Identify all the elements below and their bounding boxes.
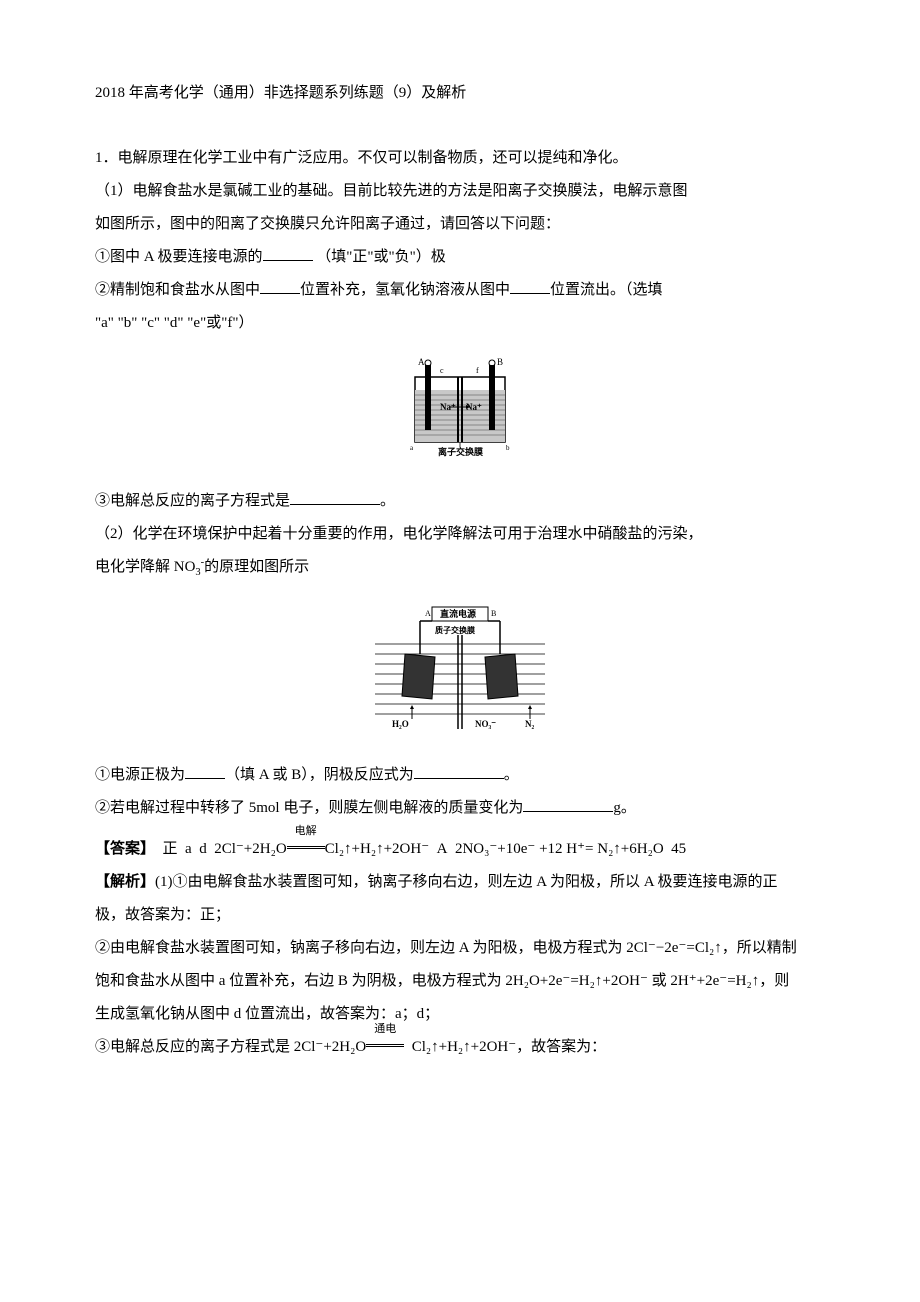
q1-sub3-text: ③电解总反应的离子方程式是 — [95, 493, 290, 509]
svg-text:b: b — [506, 444, 510, 452]
blank-field — [263, 246, 313, 261]
q1-sub2-c: 位置流出。（选填 — [550, 282, 663, 298]
q1-sub2: ②精制饱和食盐水从图中 位置补充，氢氧化钠溶液从图中 位置流出。（选填 — [95, 274, 825, 307]
sub-3: 3 — [195, 567, 200, 578]
svg-text:c: c — [440, 366, 444, 375]
q1-sub2-2b: g。 — [613, 800, 636, 816]
q1-part2-line2a: 电化学降解 NO — [95, 559, 195, 575]
explain-p1b: 极，故答案为：正； — [95, 899, 825, 932]
q1-sub2-1a: ①电源正极为 — [95, 767, 185, 783]
q1-part2-line1: （2）化学在环境保护中起着十分重要的作用，电化学降解法可用于治理水中硝酸盐的污染… — [95, 518, 825, 551]
equation-condition: 电解 — [287, 833, 325, 866]
q1-sub2-2a: ②若电解过程中转移了 5mol 电子，则膜左侧电解液的质量变化为 — [95, 800, 523, 816]
svg-text:H₂O: H₂O — [392, 719, 409, 729]
ans-6: 2NO₃⁻+10e⁻ +12 H⁺= N₂↑+6H₂O — [455, 841, 664, 857]
q1-sub1: ①图中 A 极要连接电源的 （填"正"或"负"）极 — [95, 241, 825, 274]
q1-part1-line1: （1）电解食盐水是氯碱工业的基础。目前比较先进的方法是阳离子交换膜法，电解示意图 — [95, 175, 825, 208]
svg-text:a: a — [410, 444, 414, 452]
q1-sub1-end: （填"正"或"负"）极 — [316, 249, 446, 265]
q1-part2-line2b: 的原理如图所示 — [204, 559, 309, 575]
answer-label: 【答案】 — [95, 841, 155, 857]
degradation-diagram: 直流电源 A B 质子交换膜 H₂O NO₃⁻ N₂ — [360, 599, 560, 739]
condition-line-2 — [366, 1044, 404, 1047]
condition-line — [287, 846, 325, 849]
svg-text:离子交换膜: 离子交换膜 — [438, 446, 484, 457]
svg-text:N₂: N₂ — [525, 719, 534, 729]
condition-text-2: 通电 — [366, 1017, 404, 1041]
condition-text: 电解 — [287, 819, 325, 843]
q1-sub3: ③电解总反应的离子方程式是 。 — [95, 485, 825, 518]
equation-condition-2: 通电 — [366, 1031, 404, 1064]
q1-sub2-a: ②精制饱和食盐水从图中 — [95, 282, 260, 298]
blank-field — [414, 764, 504, 779]
answer-line: 【答案】 正 a d 2Cl⁻+2H₂O电解Cl₂↑+H₂↑+2OH⁻ A 2N… — [95, 833, 825, 866]
figure-1-container: A B c f Na⁺ Na⁺ a b 离子交换膜 — [95, 355, 825, 470]
q1-intro: 1．电解原理在化学工业中有广泛应用。不仅可以制备物质，还可以提纯和净化。 — [95, 142, 825, 175]
q1-sub3-end: 。 — [380, 493, 395, 509]
explain-p3: ③电解总反应的离子方程式是 2Cl⁻+2H₂O通电 Cl₂↑+H₂↑+2OH⁻，… — [95, 1031, 825, 1064]
q1-sub2-1: ①电源正极为 （填 A 或 B），阴极反应式为 。 — [95, 759, 825, 792]
blank-field — [523, 797, 613, 812]
q1-sub2-opts: "a" "b" "c" "d" "e"或"f"） — [95, 307, 825, 340]
blank-field — [510, 279, 550, 294]
ans-2: a — [185, 841, 192, 857]
ans-5: A — [437, 841, 448, 857]
svg-text:B: B — [497, 357, 503, 367]
q1-sub2-1c: 。 — [504, 767, 519, 783]
svg-text:直流电源: 直流电源 — [440, 608, 476, 619]
explain-label: 【解析】 — [95, 874, 155, 890]
explain-p2b: 饱和食盐水从图中 a 位置补充，右边 B 为阴极，电极方程式为 2H₂O+2e⁻… — [95, 965, 825, 998]
q1-sub2-2: ②若电解过程中转移了 5mol 电子，则膜左侧电解液的质量变化为 g。 — [95, 792, 825, 825]
figure-2-container: 直流电源 A B 质子交换膜 H₂O NO₃⁻ N₂ — [95, 599, 825, 744]
answer-section: 【答案】 正 a d 2Cl⁻+2H₂O电解Cl₂↑+H₂↑+2OH⁻ A 2N… — [95, 833, 825, 866]
q1-part2-line2: 电化学降解 NO3-的原理如图所示 — [95, 551, 825, 584]
q1-sub1-text: ①图中 A 极要连接电源的 — [95, 249, 263, 265]
blank-field — [260, 279, 300, 294]
svg-text:A: A — [418, 357, 425, 367]
explain-p2a: ②由电解食盐水装置图可知，钠离子移向右边，则左边 A 为阳极，电极方程式为 2C… — [95, 932, 825, 965]
ans-4-pre: 2Cl⁻+2H₂O — [214, 841, 286, 857]
svg-text:NO₃⁻: NO₃⁻ — [475, 719, 496, 729]
svg-text:质子交换膜: 质子交换膜 — [435, 625, 475, 635]
explain-p1: 【解析】(1)①由电解食盐水装置图可知，钠离子移向右边，则左边 A 为阳极，所以… — [95, 866, 825, 899]
blank-field — [185, 764, 225, 779]
q1-part1-line2: 如图所示，图中的阳离了交换膜只允许阳离子通过，请回答以下问题： — [95, 208, 825, 241]
doc-title: 2018 年高考化学（通用）非选择题系列练题（9）及解析 — [95, 80, 825, 107]
ans-7: 45 — [671, 841, 686, 857]
explain-p3a: ③电解总反应的离子方程式是 2Cl⁻+2H₂O — [95, 1039, 366, 1055]
q1-sub2-1b: （填 A 或 B），阴极反应式为 — [225, 767, 414, 783]
ans-4-post: Cl₂↑+H₂↑+2OH⁻ — [325, 841, 429, 857]
explain-p2c: 生成氢氧化钠从图中 d 位置流出，故答案为：a；d； — [95, 998, 825, 1031]
blank-field — [290, 490, 380, 505]
svg-text:B: B — [491, 609, 496, 618]
electrolysis-diagram: A B c f Na⁺ Na⁺ a b 离子交换膜 — [390, 355, 530, 465]
explain-p3b: Cl₂↑+H₂↑+2OH⁻，故答案为： — [408, 1039, 606, 1055]
svg-text:A: A — [425, 609, 431, 618]
ans-3: d — [199, 841, 207, 857]
svg-text:f: f — [476, 366, 479, 375]
q1-sub2-b: 位置补充，氢氧化钠溶液从图中 — [300, 282, 510, 298]
ans-1: 正 — [163, 841, 178, 857]
explain-p1a: (1)①由电解食盐水装置图可知，钠离子移向右边，则左边 A 为阳极，所以 A 极… — [155, 874, 778, 890]
